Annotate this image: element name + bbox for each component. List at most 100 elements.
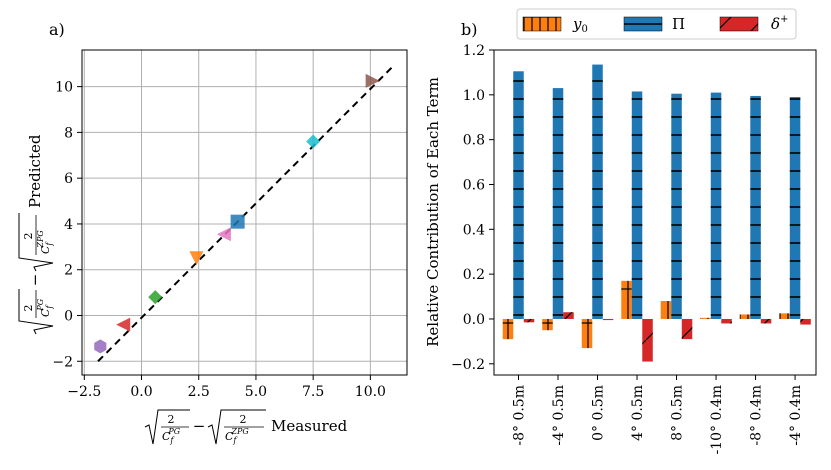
bar-hatch-dash-1 <box>513 71 524 319</box>
bar-hatch-dash-2 <box>552 88 564 319</box>
x-tick-label: 10.0 <box>355 384 386 400</box>
bar-y-tick-label: −0.2 <box>451 357 485 373</box>
y-tick-label: 6 <box>64 171 73 187</box>
sqrt-sign-4 <box>18 213 54 272</box>
frac-numerator-4: 2 <box>22 233 35 240</box>
frac-denominator-2: CfZPG <box>225 427 249 445</box>
bar-y-tick-label: 0.2 <box>463 267 485 283</box>
sqrt-sign-2 <box>207 409 266 445</box>
bar-hatch-plus-2 <box>542 318 553 331</box>
scatter-point-1 <box>94 339 107 354</box>
legend-label-pi: Π <box>672 15 685 33</box>
bar-y-tick-label: 1.2 <box>463 43 485 59</box>
scatter-ticks: −2.5 0.0 2.5 5.0 7.5 10.0 −2 0 2 4 6 8 10 <box>52 80 386 400</box>
sqrt-sign-3 <box>18 289 54 335</box>
y-tick-label: 4 <box>64 217 73 233</box>
x-label-text: Measured <box>271 417 348 435</box>
bar-hatch-slash-1 <box>523 318 535 323</box>
legend: y0 Π δ+ <box>516 8 797 40</box>
x-tick-label: 7.5 <box>302 384 324 400</box>
panel-a-label: a) <box>49 20 65 39</box>
scatter-points <box>94 73 380 354</box>
y-tick-label: 8 <box>64 125 73 141</box>
scatter-point-7 <box>306 134 321 149</box>
bar-hatch-plus-6 <box>700 317 711 319</box>
bar-x-tick-label: -10° 0.4m <box>709 385 725 455</box>
bar-hatch-plus-4 <box>621 280 632 319</box>
bar-hatch-plus-5 <box>660 301 672 319</box>
panel-b-label: b) <box>461 20 477 39</box>
scatter-point-8 <box>365 73 380 88</box>
bar-plot-frame <box>493 49 817 376</box>
scatter-y-axis-label: 2 CfPG − 2 CfZPG Predicted <box>18 134 54 335</box>
frac-numerator-2: 2 <box>240 413 247 426</box>
bar-series <box>502 64 811 362</box>
bar-hatch-dash-7 <box>750 95 761 319</box>
bar-hatch-plus-8 <box>779 313 790 319</box>
bar-y-tick-label: 0.6 <box>463 177 485 193</box>
x-tick-label: −2.5 <box>67 384 101 400</box>
bar-y-tick-label: 1.0 <box>463 88 485 104</box>
bar-hatch-slash-2 <box>563 312 574 319</box>
bar-ticks: −0.2 0.0 0.2 0.4 0.6 0.8 1.0 1.2 -8° 0.5m -4° 0.5… <box>451 43 804 455</box>
bar-x-tick-label: 0° 0.5m <box>591 385 607 441</box>
bar-hatch-dash-5 <box>671 93 682 319</box>
legend-entry-delta: δ+ <box>719 14 788 33</box>
scatter-grid <box>82 50 407 375</box>
legend-hatch-delta <box>720 17 758 31</box>
bar-x-tick-label: -8° 0.4m <box>749 385 765 446</box>
bar-hatch-slash-7 <box>760 318 772 324</box>
bar-hatch-slash-6 <box>721 318 732 324</box>
bar-x-tick-label: -8° 0.5m <box>511 385 527 446</box>
y-label-text: Predicted <box>26 134 44 208</box>
minus-sign-2: − <box>26 274 44 287</box>
scatter-x-axis-label: 2 CfPG − 2 CfZPG Measured <box>144 409 348 445</box>
scatter-point-4 <box>189 251 204 266</box>
y-tick-label: 0 <box>64 308 73 324</box>
x-tick-label: 5.0 <box>245 384 267 400</box>
bar-y-tick-label: 0.4 <box>463 222 485 238</box>
bar-x-tick-label: 8° 0.5m <box>670 385 686 441</box>
bar-y-tick-label: 0.0 <box>463 312 485 328</box>
bar-hatch-slash-5 <box>681 318 693 340</box>
frac-numerator-1: 2 <box>168 413 175 426</box>
scatter-point-3 <box>148 290 163 305</box>
frac-numerator-3: 2 <box>22 305 35 312</box>
frac-denominator-1: CfPG <box>162 427 181 445</box>
frac-denominator-3: CfPG <box>36 298 54 317</box>
bar-hatch-plus-7 <box>739 314 751 319</box>
scatter-point-2 <box>116 317 131 332</box>
bar-hatch-dash-6 <box>710 92 722 319</box>
scatter-plot-frame <box>81 49 408 376</box>
y-tick-label: 2 <box>64 263 73 279</box>
legend-label-y0: y0 <box>572 15 588 35</box>
scatter-point-5 <box>216 227 231 242</box>
bar-x-tick-label: 4° 0.5m <box>630 385 646 441</box>
bar-hatch-slash-3 <box>602 318 614 321</box>
bar-x-tick-label: -4° 0.4m <box>788 385 804 446</box>
identity-reference-line <box>97 65 394 362</box>
x-tick-label: 0.0 <box>130 384 152 400</box>
y-tick-label: −2 <box>52 354 73 370</box>
legend-hatch-y0 <box>523 17 561 31</box>
frac-denominator-4: CfZPG <box>36 230 54 254</box>
bar-hatch-slash-8 <box>800 318 811 325</box>
bar-hatch-slash-4 <box>642 318 653 362</box>
minus-sign-1: − <box>193 417 206 435</box>
legend-entry-y0: y0 <box>522 15 588 35</box>
legend-entry-pi: Π <box>623 15 685 33</box>
bar-hatch-plus-3 <box>581 318 593 349</box>
sqrt-sign-1 <box>144 409 190 445</box>
y-tick-label: 10 <box>55 80 73 96</box>
scatter-point-6 <box>230 214 245 229</box>
bar-hatch-plus-1 <box>502 318 514 340</box>
bar-y-tick-label: 0.8 <box>463 133 485 149</box>
bar-hatch-dash-4 <box>631 91 643 319</box>
bar-x-tick-label: -4° 0.5m <box>551 385 567 446</box>
x-tick-label: 2.5 <box>188 384 210 400</box>
bar-hatch-dash-8 <box>789 97 801 319</box>
bar-y-axis-label: Relative Contribution of Each Term <box>424 77 442 347</box>
legend-label-delta: δ+ <box>771 14 788 33</box>
bar-hatch-dash-3 <box>592 64 603 319</box>
